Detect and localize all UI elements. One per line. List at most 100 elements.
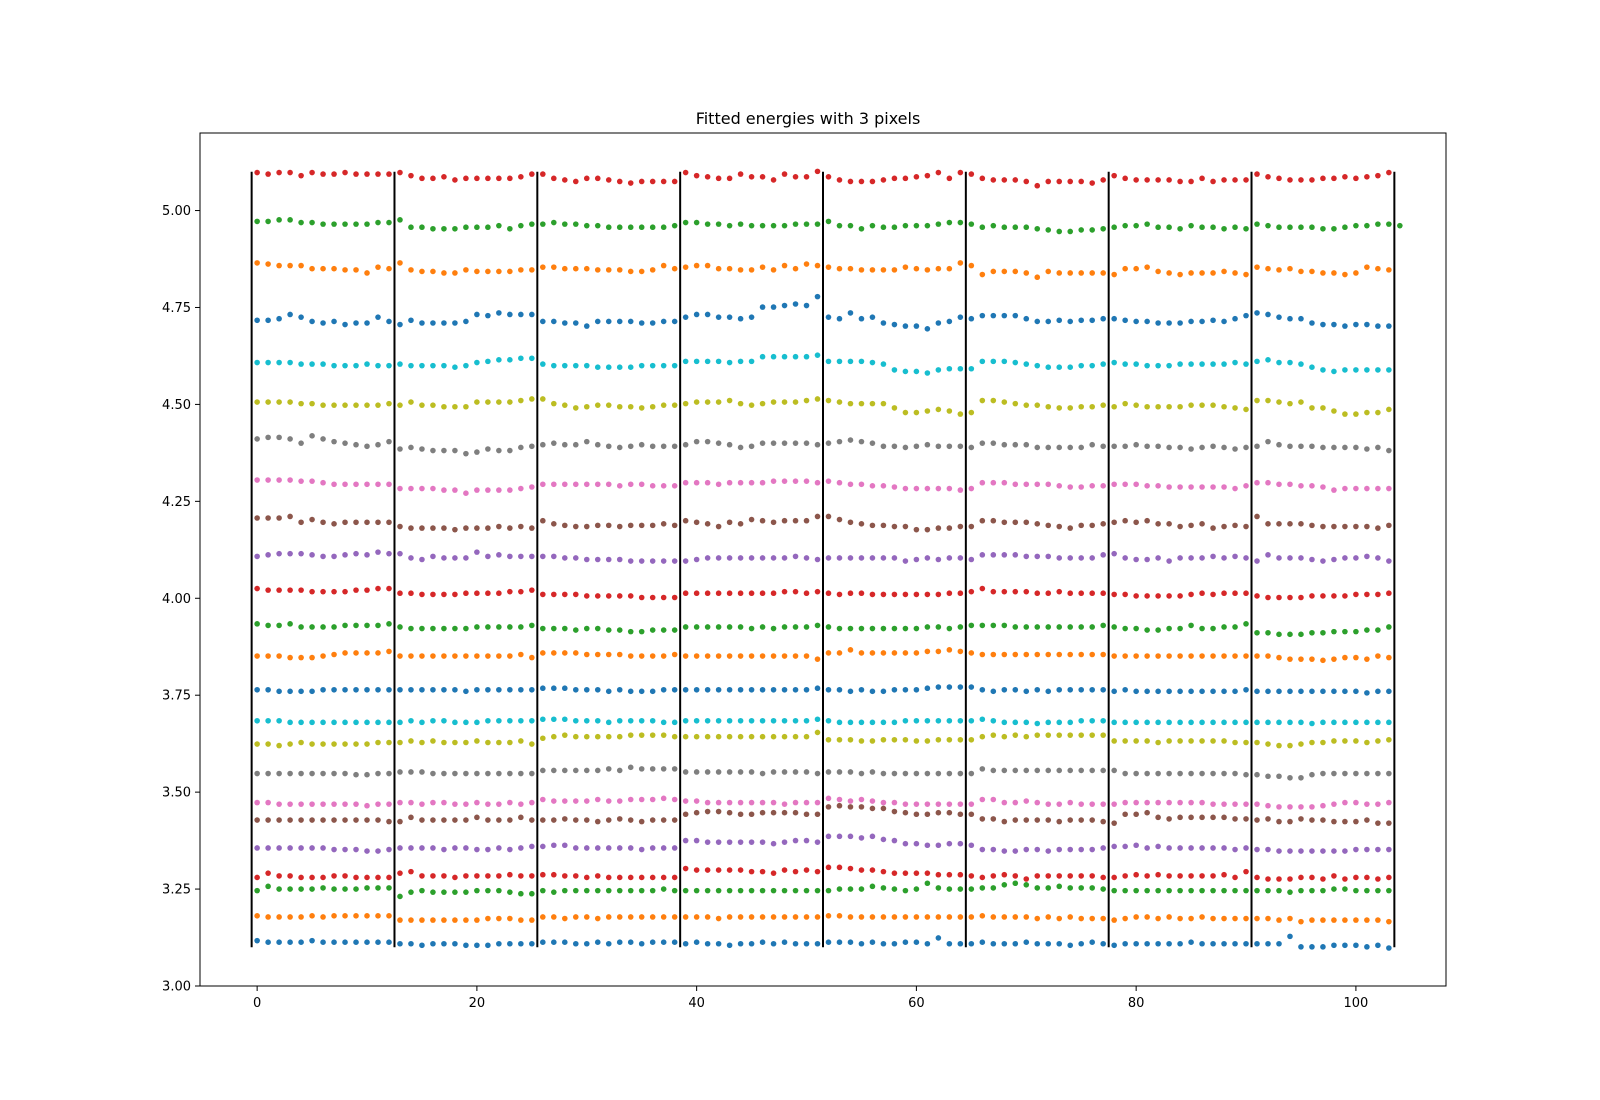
data-point xyxy=(1089,767,1095,774)
data-point xyxy=(682,558,689,564)
data-point xyxy=(452,686,458,693)
data-point xyxy=(770,686,777,693)
data-point xyxy=(1177,653,1183,659)
data-point xyxy=(1078,178,1085,185)
data-point xyxy=(572,441,579,448)
data-point xyxy=(880,361,887,367)
data-point xyxy=(1331,368,1337,375)
data-point xyxy=(858,225,865,232)
data-point xyxy=(1034,817,1041,823)
data-point xyxy=(386,585,392,592)
data-point xyxy=(726,809,733,816)
data-point xyxy=(529,311,535,318)
data-point xyxy=(1298,555,1304,561)
data-point xyxy=(1100,845,1106,851)
data-point xyxy=(924,940,931,947)
data-point xyxy=(737,717,744,724)
data-point xyxy=(1298,918,1304,925)
data-point xyxy=(1045,227,1052,233)
data-point xyxy=(1045,817,1052,823)
data-point xyxy=(1056,846,1063,853)
data-point xyxy=(309,688,315,695)
data-point xyxy=(1320,802,1326,809)
data-point xyxy=(770,799,777,806)
data-point xyxy=(1287,804,1293,810)
data-point xyxy=(452,770,458,777)
data-point xyxy=(814,770,821,777)
data-point xyxy=(1309,483,1315,489)
data-point xyxy=(1364,944,1370,950)
data-point xyxy=(353,550,359,557)
data-point xyxy=(1166,873,1172,879)
data-point xyxy=(737,444,744,451)
data-point xyxy=(1342,942,1348,949)
data-point xyxy=(704,399,711,405)
data-point xyxy=(869,222,876,229)
data-point xyxy=(638,558,645,564)
data-point xyxy=(1287,481,1293,488)
data-point xyxy=(682,686,689,693)
data-point xyxy=(1078,522,1085,529)
data-point xyxy=(880,224,887,231)
data-point xyxy=(1034,182,1041,189)
data-point xyxy=(1287,848,1293,854)
data-point xyxy=(781,555,788,561)
data-point xyxy=(430,553,436,560)
data-point xyxy=(507,525,513,531)
data-point xyxy=(660,766,667,772)
data-point xyxy=(1221,871,1227,878)
data-point xyxy=(430,268,436,275)
data-point xyxy=(1111,271,1117,278)
data-point xyxy=(1386,874,1392,881)
data-point xyxy=(858,555,865,561)
data-point xyxy=(1023,733,1030,740)
data-point xyxy=(1056,317,1063,324)
data-point xyxy=(1067,719,1074,726)
data-point xyxy=(1276,175,1282,182)
data-point xyxy=(737,590,744,597)
data-point xyxy=(1067,686,1074,693)
data-point xyxy=(781,914,788,920)
data-point xyxy=(671,522,678,529)
data-point xyxy=(858,770,865,777)
data-point xyxy=(254,874,260,881)
data-point xyxy=(1133,481,1139,488)
data-point xyxy=(836,479,843,486)
data-point xyxy=(682,358,689,365)
data-point xyxy=(1177,719,1183,726)
data-point xyxy=(583,817,590,823)
data-point xyxy=(386,885,392,891)
data-point xyxy=(858,686,865,693)
data-point xyxy=(331,438,337,445)
data-point xyxy=(902,809,909,816)
data-point xyxy=(1056,686,1063,693)
data-point xyxy=(1254,688,1260,695)
data-point xyxy=(1166,770,1172,777)
y-tick-label: 3.00 xyxy=(162,980,191,995)
data-point xyxy=(320,361,326,367)
data-point xyxy=(364,885,370,891)
data-point xyxy=(353,622,359,629)
data-point xyxy=(485,175,491,182)
data-point xyxy=(836,591,843,598)
data-point xyxy=(1320,523,1326,530)
data-point xyxy=(924,485,931,492)
data-point xyxy=(979,358,986,365)
data-point xyxy=(847,769,854,775)
data-point xyxy=(869,522,876,529)
data-point xyxy=(693,479,700,486)
data-point xyxy=(463,817,469,823)
data-point xyxy=(353,481,359,488)
data-point xyxy=(1133,871,1139,878)
data-point xyxy=(924,267,931,273)
data-point xyxy=(331,651,337,658)
data-point xyxy=(353,686,359,693)
data-point xyxy=(463,490,469,497)
data-point xyxy=(287,169,293,176)
data-point xyxy=(979,816,986,822)
data-point xyxy=(616,593,623,599)
data-point xyxy=(485,717,491,724)
data-point xyxy=(1320,848,1326,854)
data-point xyxy=(331,402,337,408)
data-point xyxy=(649,522,656,529)
